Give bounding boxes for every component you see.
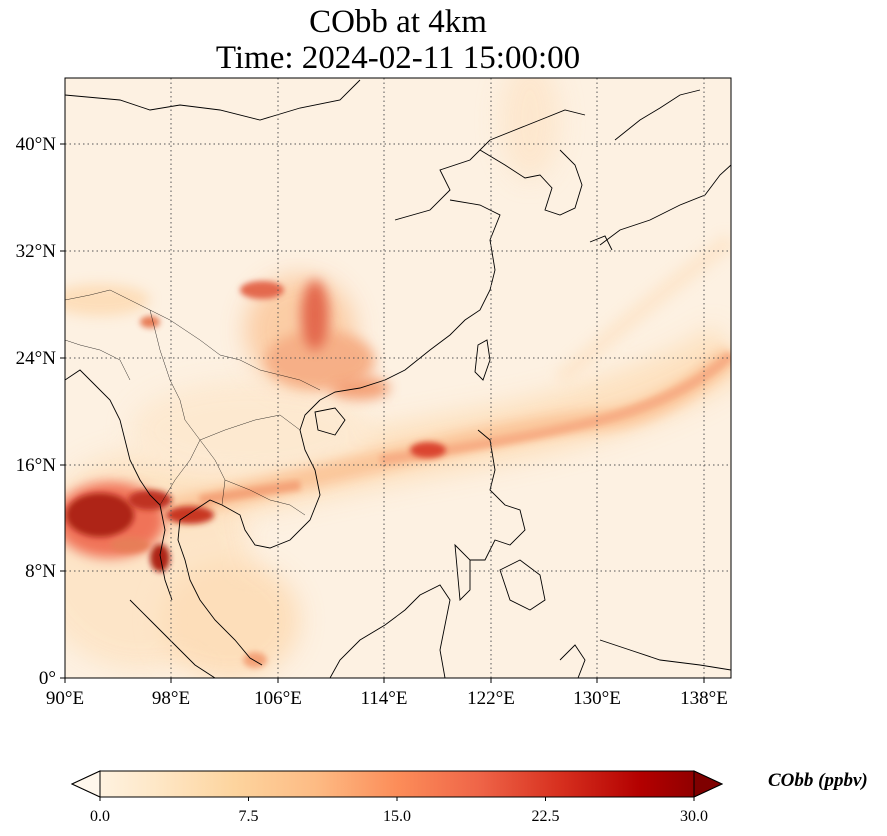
coastlines xyxy=(65,79,731,678)
lat-tick-labels: 0° 8°N 16°N 24°N 32°N 40°N xyxy=(16,134,57,689)
colorbar-tick-0: 0.0 xyxy=(90,808,110,825)
colorbar: 0.0 7.5 15.0 22.5 30.0 xyxy=(70,770,724,825)
colorbar-extend-min xyxy=(70,770,101,798)
title-line1: CObb at 4km xyxy=(309,4,487,40)
lat-tick-8: 8°N xyxy=(25,561,56,582)
lon-tick-130: 130°E xyxy=(573,688,621,709)
lat-tick-0: 0° xyxy=(39,668,56,689)
lon-tick-labels: 90°E 98°E 106°E 114°E 122°E 130°E 138°E xyxy=(46,688,728,709)
lat-tick-16: 16°N xyxy=(16,455,57,476)
tick-marks xyxy=(60,143,705,683)
gridlines xyxy=(65,78,731,678)
colorbar-tick-22-5: 22.5 xyxy=(532,808,560,825)
lon-tick-122: 122°E xyxy=(467,688,515,709)
lat-tick-40: 40°N xyxy=(16,134,57,155)
colorbar-tick-30: 30.0 xyxy=(680,808,708,825)
map-title: CObb at 4km Time: 2024-02-11 15:00:00 xyxy=(65,4,731,76)
lon-tick-106: 106°E xyxy=(254,688,302,709)
colorbar-extend-max xyxy=(693,770,724,798)
lon-tick-90: 90°E xyxy=(46,688,84,709)
colorbar-bar xyxy=(70,770,724,798)
colorbar-tick-7-5: 7.5 xyxy=(239,808,259,825)
lon-tick-138: 138°E xyxy=(680,688,728,709)
lon-tick-114: 114°E xyxy=(361,688,408,709)
map-frame xyxy=(64,77,732,679)
lat-tick-32: 32°N xyxy=(16,241,57,262)
lon-tick-98: 98°E xyxy=(152,688,190,709)
country-borders xyxy=(65,289,321,516)
lat-tick-24: 24°N xyxy=(16,348,57,369)
colorbar-title: CObb (ppbv) xyxy=(768,770,868,791)
colorbar-tick-15: 15.0 xyxy=(383,808,411,825)
map-panel xyxy=(65,78,731,678)
title-line2: Time: 2024-02-11 15:00:00 xyxy=(215,40,581,76)
